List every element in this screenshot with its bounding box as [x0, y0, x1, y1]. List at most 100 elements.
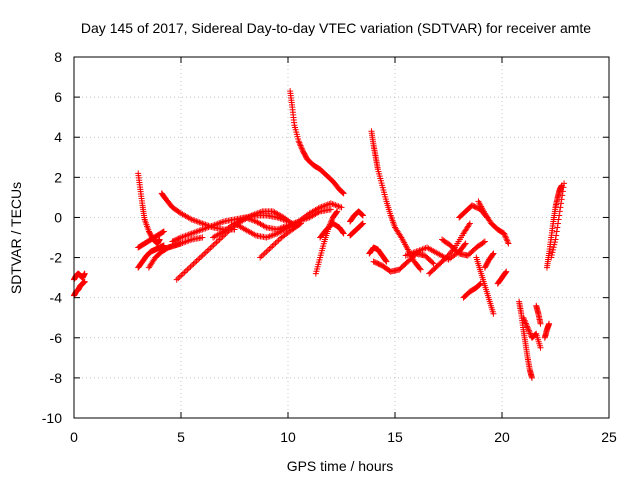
- data-point: [359, 221, 366, 228]
- x-tick-label: 15: [387, 429, 403, 445]
- data-point: [159, 229, 166, 236]
- data-point: [503, 268, 510, 275]
- data-point: [554, 224, 561, 231]
- data-point: [160, 228, 167, 235]
- data-point: [430, 260, 437, 267]
- chart-title: Day 145 of 2017, Sidereal Day-to-day VTE…: [81, 20, 591, 36]
- data-series: [494, 268, 510, 287]
- data-series: [210, 206, 334, 241]
- data-point: [359, 211, 366, 218]
- data-point: [489, 251, 496, 258]
- data-point: [557, 204, 564, 211]
- data-point: [537, 320, 544, 327]
- y-tick-label: -6: [50, 330, 63, 346]
- data-point: [503, 236, 510, 243]
- data-series: [439, 236, 488, 259]
- y-tick-label: 8: [54, 49, 62, 65]
- y-axis-label: SDTVAR / TECUs: [8, 182, 24, 294]
- data-point: [327, 206, 334, 213]
- data-point: [199, 234, 206, 241]
- data-point: [551, 239, 558, 246]
- data-point: [358, 211, 365, 218]
- data-point: [553, 232, 560, 239]
- grid: [74, 57, 609, 418]
- y-tick-label: 6: [54, 89, 62, 105]
- data-point: [340, 229, 347, 236]
- data-point: [299, 146, 306, 153]
- data-points: [71, 88, 568, 381]
- data-point: [465, 221, 472, 228]
- data-point: [295, 138, 302, 145]
- data-point: [417, 266, 424, 273]
- data-point: [156, 236, 163, 243]
- x-axis-label: GPS time / hours: [287, 458, 394, 474]
- data-point: [297, 142, 304, 149]
- data-point: [296, 139, 303, 146]
- data-point: [559, 188, 566, 195]
- data-point: [382, 257, 389, 264]
- data-point: [532, 331, 539, 338]
- x-tick-label: 0: [70, 429, 78, 445]
- data-point: [359, 212, 366, 219]
- data-point: [558, 196, 565, 203]
- data-series: [71, 270, 88, 283]
- data-point: [524, 324, 531, 331]
- axis-ticks: 0 5 10 15 20 25 -10 -8 -6 -4 -2 0 2 4 6 8: [42, 49, 617, 445]
- data-point: [548, 254, 555, 261]
- y-tick-label: -10: [42, 410, 62, 426]
- data-point: [521, 316, 528, 323]
- data-point: [560, 184, 567, 191]
- x-tick-label: 10: [280, 429, 296, 445]
- data-series: [347, 220, 366, 239]
- data-point: [549, 249, 556, 256]
- data-point: [528, 374, 535, 381]
- data-point: [554, 220, 561, 227]
- data-series: [317, 220, 347, 241]
- data-point: [522, 319, 529, 326]
- x-tick-label: 25: [601, 429, 617, 445]
- data-point: [502, 269, 509, 276]
- data-series: [533, 302, 544, 327]
- data-series: [370, 250, 437, 275]
- y-tick-label: 0: [54, 209, 62, 225]
- data-point: [466, 220, 473, 227]
- data-series: [475, 198, 512, 247]
- data-point: [297, 220, 304, 227]
- data-point: [176, 235, 183, 242]
- data-point: [462, 240, 469, 247]
- data-point: [501, 231, 508, 238]
- data-series: [71, 278, 88, 299]
- data-point: [505, 240, 512, 247]
- data-point: [81, 270, 88, 277]
- data-point: [358, 221, 365, 228]
- data-point: [537, 344, 544, 351]
- data-point: [490, 310, 497, 317]
- data-series: [481, 250, 497, 271]
- data-series: [287, 88, 347, 197]
- data-point: [359, 220, 366, 227]
- data-point: [520, 314, 527, 321]
- data-point: [555, 216, 562, 223]
- plot-frame: [73, 56, 610, 419]
- data-series: [520, 314, 544, 351]
- data-point: [334, 208, 341, 215]
- data-point: [338, 204, 345, 211]
- data-point: [298, 143, 305, 150]
- data-point: [296, 221, 303, 228]
- data-point: [481, 238, 488, 245]
- data-series: [231, 200, 345, 241]
- y-tick-label: 2: [54, 169, 62, 185]
- data-point: [476, 281, 483, 288]
- data-point: [504, 239, 511, 246]
- data-series: [257, 220, 304, 261]
- data-point: [333, 209, 340, 216]
- data-point: [480, 239, 487, 246]
- data-point: [429, 259, 436, 266]
- data-point: [397, 233, 404, 240]
- data-point: [550, 244, 557, 251]
- data-point: [559, 192, 566, 199]
- data-series: [460, 280, 484, 301]
- data-point: [298, 145, 305, 152]
- data-series: [347, 208, 366, 225]
- data-point: [548, 251, 555, 258]
